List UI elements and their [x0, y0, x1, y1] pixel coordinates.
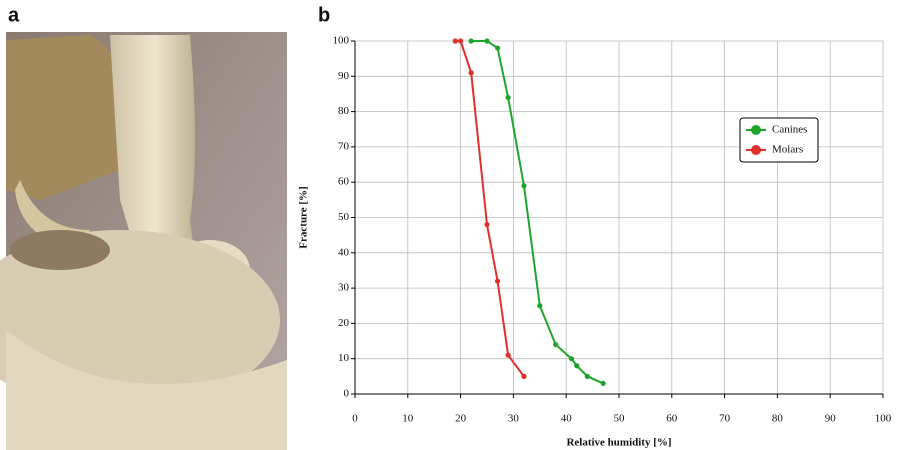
x-tick-label: 30: [508, 413, 520, 425]
x-tick-label: 20: [455, 413, 467, 425]
data-point: [484, 38, 490, 44]
panel-label: b: [318, 4, 330, 26]
y-tick-label: 100: [333, 35, 350, 47]
data-point: [505, 94, 511, 101]
x-tick-label: 90: [825, 413, 837, 425]
data-point: [494, 45, 501, 51]
data-point: [568, 356, 575, 362]
x-tick-label: 50: [614, 413, 626, 425]
y-tick-label: 0: [344, 388, 350, 400]
y-axis-label: Fracture [%]: [298, 186, 310, 248]
y-tick-label: 50: [338, 211, 350, 223]
panel-label: a: [8, 4, 20, 26]
data-point: [574, 363, 580, 369]
x-tick-label: 80: [772, 413, 784, 425]
data-point: [458, 38, 464, 44]
y-tick-label: 30: [338, 282, 350, 294]
y-tick-label: 10: [338, 352, 350, 364]
x-tick-label: 70: [719, 413, 731, 425]
data-point: [468, 38, 474, 44]
x-tick-label: 10: [402, 413, 414, 425]
data-point: [494, 278, 501, 284]
x-tick-label: 40: [561, 413, 573, 425]
y-tick-label: 70: [338, 140, 350, 152]
x-tick-label: 60: [666, 413, 678, 425]
data-point: [521, 373, 527, 379]
x-tick-label: 0: [352, 413, 358, 425]
y-tick-label: 40: [338, 246, 350, 258]
x-axis-label: Relative humidity [%]: [566, 437, 671, 449]
data-point: [553, 341, 559, 348]
data-point: [537, 303, 543, 309]
legend-label: Canines: [772, 124, 807, 136]
data-point: [468, 70, 474, 76]
y-tick-label: 20: [338, 317, 350, 329]
data-point: [584, 373, 590, 379]
data-point: [521, 183, 527, 189]
data-point: [600, 380, 606, 387]
data-point: [452, 38, 458, 44]
y-tick-label: 60: [338, 176, 350, 188]
legend-marker: [751, 145, 761, 155]
data-point: [484, 221, 490, 228]
data-point: [505, 352, 511, 358]
photo: [0, 32, 287, 450]
y-tick-label: 80: [338, 105, 350, 117]
x-tick-label: 100: [875, 413, 892, 425]
legend-label: Molars: [772, 144, 803, 156]
y-tick-label: 90: [338, 70, 350, 82]
legend-marker: [751, 125, 761, 135]
